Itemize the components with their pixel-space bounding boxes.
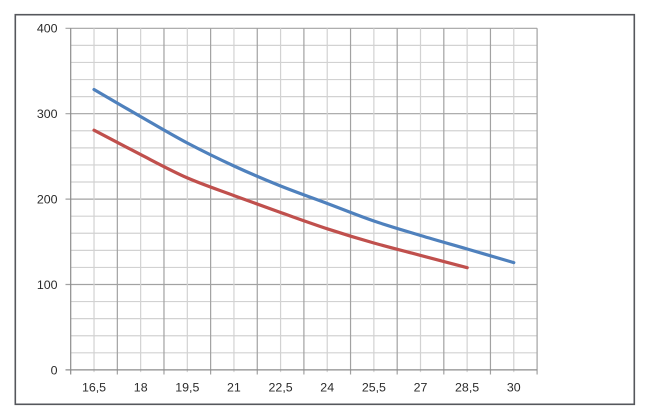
svg-text:19,5: 19,5: [175, 381, 199, 395]
svg-text:16,5: 16,5: [82, 381, 106, 395]
svg-text:18: 18: [134, 381, 148, 395]
svg-text:400: 400: [37, 22, 58, 36]
svg-text:300: 300: [37, 107, 58, 121]
svg-text:28,5: 28,5: [455, 381, 479, 395]
svg-text:21: 21: [227, 381, 241, 395]
svg-text:27: 27: [414, 381, 428, 395]
svg-text:100: 100: [37, 278, 58, 292]
svg-text:200: 200: [37, 193, 58, 207]
svg-text:22,5: 22,5: [269, 381, 293, 395]
svg-text:24: 24: [320, 381, 334, 395]
svg-text:25,5: 25,5: [362, 381, 386, 395]
svg-text:30: 30: [507, 381, 521, 395]
svg-text:0: 0: [51, 363, 58, 377]
